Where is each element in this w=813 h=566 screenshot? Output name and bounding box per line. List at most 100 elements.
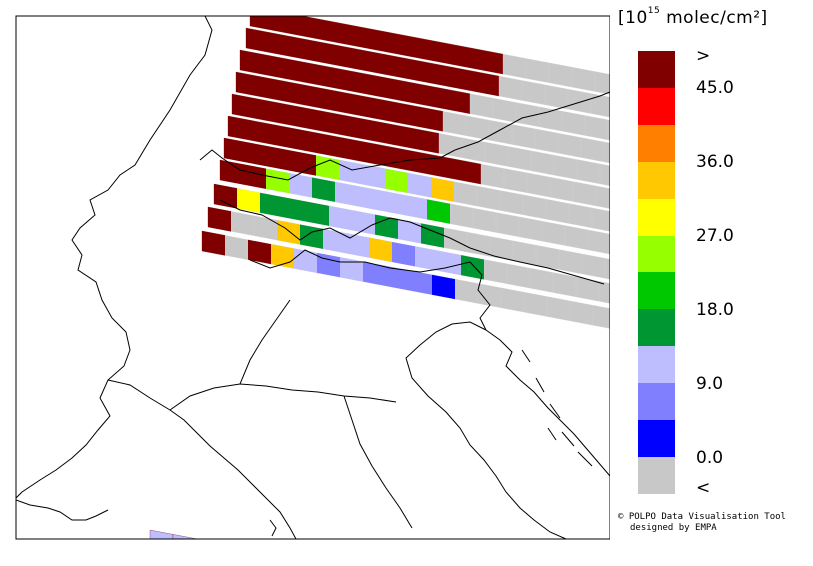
value-cell (260, 192, 283, 218)
value-cell (346, 233, 369, 258)
value-cell (312, 177, 335, 202)
value-cell (352, 210, 375, 235)
swath-cell (526, 172, 551, 198)
legend-swatch-8 (638, 346, 675, 384)
value-cell (431, 177, 454, 202)
swath-cell (308, 62, 333, 88)
value-cell (415, 246, 438, 271)
swath-cell (434, 155, 459, 180)
swath-cell (521, 80, 546, 105)
swath-cell (438, 133, 463, 158)
swath-cell (230, 211, 255, 236)
legend-label-4: 18.0 (696, 300, 734, 320)
swath-cell (576, 159, 601, 185)
swath-cell (227, 115, 252, 141)
swath-cell (433, 40, 458, 66)
coast-ligurian (107, 379, 297, 539)
swath-cell (262, 54, 287, 79)
legend-swatch-9 (638, 383, 675, 421)
swath-cell (295, 16, 320, 40)
value-cell (329, 205, 352, 231)
swath-cell (498, 75, 523, 101)
swath-cell (522, 194, 547, 220)
swath-cell (476, 185, 501, 211)
value-cell (243, 164, 266, 189)
swath-cell (423, 84, 448, 110)
swath-cell (598, 281, 610, 304)
swath-cell (452, 67, 477, 92)
value-cell (306, 201, 329, 226)
swath-cell (590, 93, 610, 118)
swath-cell (235, 71, 260, 97)
swath-cell (581, 253, 606, 279)
value-cell (398, 218, 421, 244)
swath-cell (548, 62, 573, 88)
swath-cell (599, 163, 610, 186)
swath-cell (538, 106, 563, 132)
coast-adriatic-north (405, 321, 567, 539)
swath-cell (529, 267, 554, 293)
border-west (16, 16, 213, 499)
swath-cell (575, 276, 600, 302)
legend-label-5: 9.0 (696, 374, 724, 394)
value-cell (266, 168, 289, 194)
value-cell (202, 231, 225, 256)
swath-cell (495, 212, 520, 237)
swath-cell (489, 236, 514, 261)
legend-swatch-11 (638, 456, 675, 494)
swath-cell (149, 529, 174, 539)
value-cell (363, 261, 386, 286)
legend-swatch-7 (638, 309, 675, 347)
colorbar-legend: [1015 molec/cm²] >45.0 36.0 27.0 18.0 9.0 0.0… (610, 0, 813, 566)
legend-swatch-4 (638, 198, 675, 236)
swath-cell (254, 98, 279, 123)
value-cell (220, 160, 243, 185)
value-cell (283, 197, 306, 222)
swath-cell (277, 102, 302, 128)
swath-cell (388, 146, 413, 172)
swath-cell (400, 80, 425, 106)
value-cell (427, 199, 450, 224)
swath-cell (523, 291, 548, 317)
value-cell (214, 184, 237, 209)
swath-cell (272, 16, 297, 35)
swath-cell (350, 93, 375, 119)
swath-cell (595, 185, 610, 209)
legend-title: [1015 molec/cm²] (618, 6, 768, 28)
swath-cell (461, 137, 486, 163)
value-cell (381, 190, 404, 215)
value-cell (408, 172, 431, 198)
map-frame (15, 15, 610, 540)
value-cell (362, 164, 385, 189)
swath-cell (603, 141, 610, 164)
legend-swatch-0 (638, 51, 675, 88)
swath-cell (507, 146, 532, 171)
swath-cell (502, 53, 527, 79)
legend-label-1: 45.0 (696, 78, 734, 98)
coastlines-and-borders (16, 16, 610, 539)
swath-cell (296, 128, 321, 154)
swath-cell (331, 67, 356, 93)
swath-cell (506, 263, 531, 289)
swath-cell (499, 190, 524, 215)
swath-cell (245, 27, 270, 53)
legend-label-6: 0.0 (696, 448, 724, 468)
swath-cell (587, 229, 610, 255)
swath-cell (546, 296, 571, 322)
swath-cell (557, 132, 582, 158)
map-panel (15, 15, 610, 540)
swath-cell (392, 124, 417, 150)
swath-cell (319, 133, 344, 159)
swath-cell (592, 305, 610, 329)
swath-cell (584, 115, 609, 141)
swath-cell (453, 181, 478, 207)
swath-cell (364, 27, 389, 53)
legend-label-7: < (696, 478, 711, 498)
border-austria (454, 91, 610, 285)
swath-cell (500, 287, 525, 313)
swath-cell (564, 225, 589, 251)
swath-cell (231, 93, 256, 119)
value-cell (438, 250, 461, 276)
value-cell (247, 142, 270, 167)
swath-cell (479, 49, 504, 75)
